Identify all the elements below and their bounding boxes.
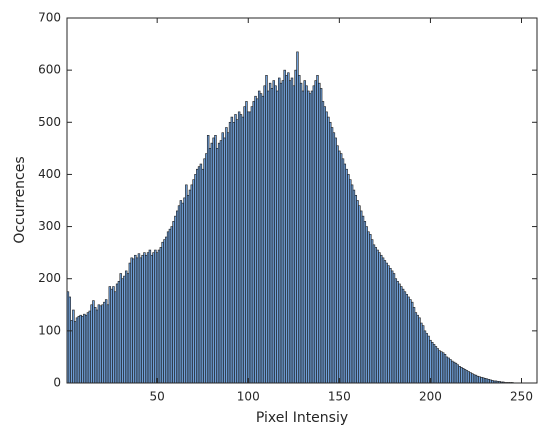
y-tick-label: 600	[38, 63, 61, 77]
y-axis-label: Occurrences	[12, 156, 28, 243]
y-tick-label: 300	[38, 219, 61, 233]
y-tick-label: 400	[38, 167, 61, 181]
x-axis-label: Pixel Intensiy	[256, 410, 348, 426]
x-tick-label: 100	[237, 390, 260, 404]
x-tick-label: 150	[328, 390, 351, 404]
x-tick-label: 50	[150, 390, 165, 404]
y-tick-label: 500	[38, 115, 61, 129]
x-tick-label: 200	[419, 390, 442, 404]
axes-box	[66, 17, 538, 384]
y-tick-label: 200	[38, 271, 61, 285]
y-tick-label: 0	[53, 376, 61, 390]
y-tick-label: 100	[38, 323, 61, 337]
y-tick-label: 700	[38, 11, 61, 25]
x-tick-label: 250	[510, 390, 533, 404]
